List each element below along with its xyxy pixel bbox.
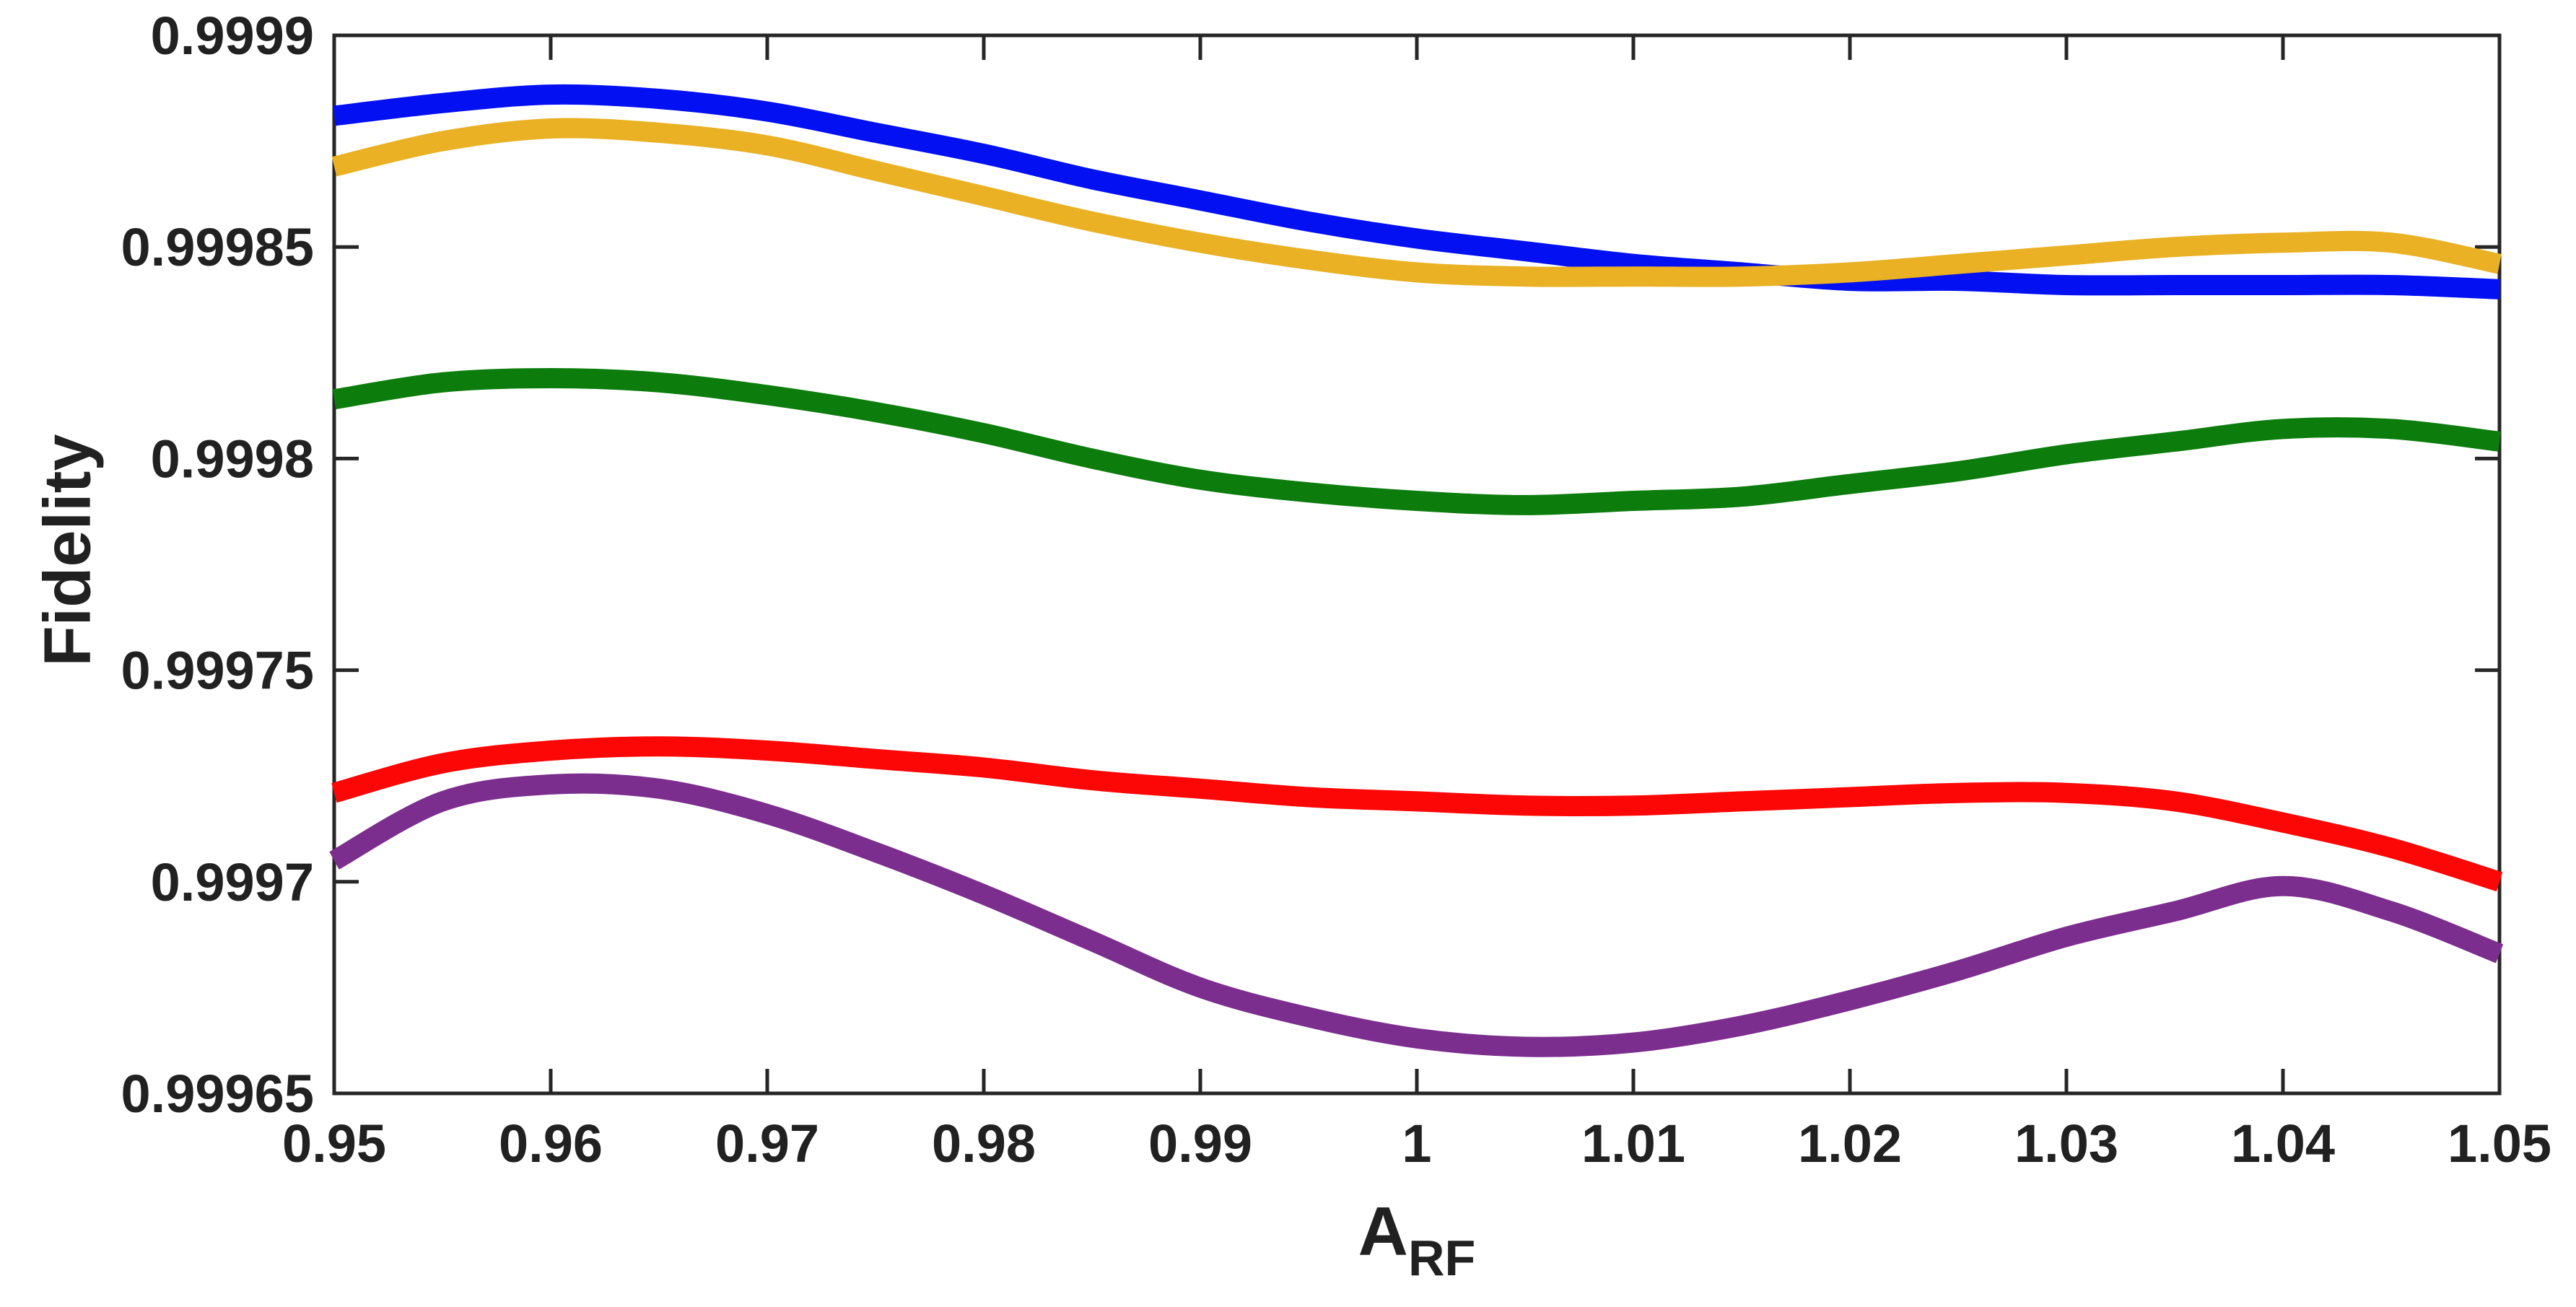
x-tick-label: 0.95 xyxy=(282,1114,386,1173)
x-tick-label: 0.97 xyxy=(715,1114,819,1173)
x-tick-label: 1.02 xyxy=(1798,1114,1902,1173)
series-line-blue xyxy=(333,84,2500,300)
axes-box xyxy=(332,33,2502,1096)
x-tick-label: 1.05 xyxy=(2448,1114,2551,1173)
y-tick-label: 0.9999 xyxy=(151,6,314,66)
series-line-red xyxy=(331,736,2503,892)
series-line-purple xyxy=(329,773,2504,1057)
x-axis-label-base: A xyxy=(1358,1193,1408,1270)
y-tick-label: 0.99985 xyxy=(121,217,315,277)
x-tick-label: 1.03 xyxy=(2014,1114,2118,1173)
x-tick-label: 1.01 xyxy=(1581,1114,1685,1173)
x-tick-label: 1.04 xyxy=(2231,1114,2335,1173)
series-line-green xyxy=(332,368,2501,515)
x-tick-label: 1 xyxy=(1402,1114,1431,1173)
series-line-gold xyxy=(331,118,2502,287)
y-tick-label: 0.99975 xyxy=(121,641,315,701)
x-axis-label: ARF xyxy=(1200,1192,1633,1283)
x-tick-label: 0.98 xyxy=(932,1114,1036,1173)
y-tick-label: 0.9998 xyxy=(151,429,314,489)
x-axis-label-subscript: RF xyxy=(1408,1230,1476,1286)
y-tick-label: 0.9997 xyxy=(151,852,314,912)
x-tick-label: 0.99 xyxy=(1148,1114,1252,1173)
y-tick-label: 0.99965 xyxy=(121,1064,315,1124)
x-tick-label: 0.96 xyxy=(499,1114,603,1173)
y-axis-label: Fidelity xyxy=(30,434,105,667)
